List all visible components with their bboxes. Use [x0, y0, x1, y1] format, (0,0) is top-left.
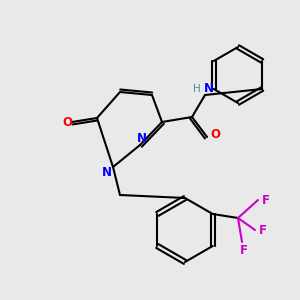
Text: F: F [259, 224, 267, 236]
Text: F: F [240, 244, 248, 256]
Text: N: N [204, 82, 214, 95]
Text: F: F [262, 194, 270, 206]
Text: O: O [62, 116, 72, 128]
Text: H: H [193, 84, 201, 94]
Text: O: O [210, 128, 220, 142]
Text: N: N [137, 131, 147, 145]
Text: N: N [102, 166, 112, 178]
